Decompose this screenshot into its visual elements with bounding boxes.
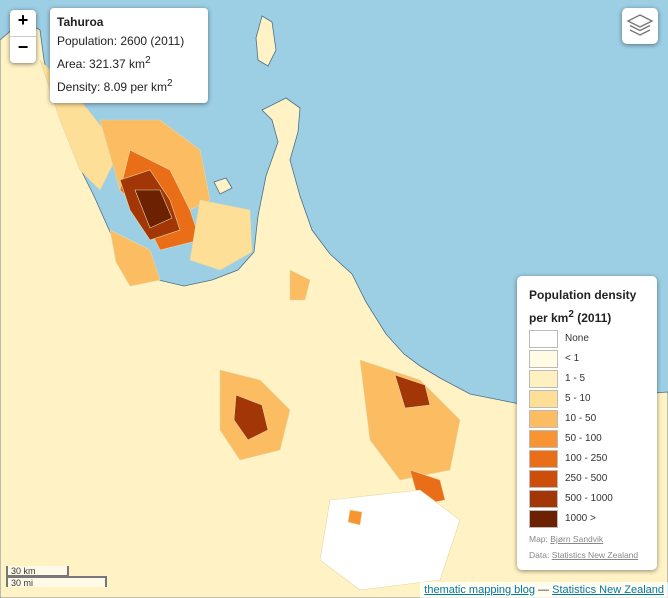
data-credit-link[interactable]: Statistics New Zealand [551, 550, 639, 560]
legend-label: 10 - 50 [565, 413, 597, 424]
area-text: Area: 321.37 km2 [57, 51, 201, 74]
legend-swatch [529, 350, 558, 368]
area-superscript: 2 [145, 55, 151, 66]
density-label: Density: 8.09 per km [57, 80, 168, 94]
data-credit: Data: Statistics New Zealand [529, 550, 638, 560]
legend-label: < 1 [565, 353, 580, 364]
legend-title-year: (2011) [573, 311, 612, 325]
legend-title-line1: Population density [529, 288, 637, 302]
legend-swatch [529, 490, 558, 508]
legend-swatch [529, 470, 558, 488]
legend-swatch [529, 510, 558, 528]
attribution-separator: — [534, 584, 553, 596]
stats-nz-link[interactable]: Statistics New Zealand [552, 584, 664, 596]
legend-title-superscript: 2 [568, 309, 574, 320]
legend-label: 250 - 500 [565, 473, 608, 484]
blog-link[interactable]: thematic mapping blog [424, 584, 535, 596]
density-text: Density: 8.09 per km2 [57, 74, 201, 97]
legend: Population density per km2 (2011) None <… [517, 276, 657, 570]
area-label: Area: 321.37 km [57, 57, 146, 71]
map-credit-prefix: Map: [529, 534, 551, 544]
data-credit-prefix: Data: [529, 550, 552, 560]
population-text: Population: 2600 (2011) [57, 34, 185, 48]
zoom-out-button[interactable]: − [10, 36, 36, 63]
info-panel: Tahuroa Population: 2600 (2011) Area: 32… [50, 8, 208, 103]
legend-label: None [565, 333, 589, 344]
legend-swatch [529, 430, 558, 448]
legend-swatch [529, 390, 558, 408]
legend-label: 50 - 100 [565, 433, 602, 444]
legend-label: 1000 > [565, 513, 596, 524]
layers-icon [626, 14, 654, 36]
legend-title: Population density per km2 (2011) [529, 286, 653, 328]
legend-swatch [529, 330, 558, 348]
map-credit: Map: Bjørn Sandvik [529, 534, 603, 544]
legend-swatch [529, 450, 558, 468]
legend-label: 1 - 5 [565, 373, 586, 384]
layers-button[interactable] [622, 8, 658, 44]
legend-label: 500 - 1000 [565, 493, 613, 504]
density-superscript: 2 [167, 78, 173, 89]
legend-label: 5 - 10 [565, 393, 591, 404]
legend-swatch [529, 410, 558, 428]
region-name: Tahuroa [57, 15, 104, 29]
scale-bar: 30 km 30 mi [6, 566, 107, 588]
scale-mi: 30 mi [6, 576, 107, 588]
attribution: thematic mapping blog — Statistics New Z… [420, 582, 668, 598]
legend-swatch [529, 370, 558, 388]
legend-label: 100 - 250 [565, 453, 608, 464]
zoom-in-button[interactable]: + [17, 10, 29, 30]
legend-title-line2: per km [529, 311, 569, 325]
zoom-control: + − [10, 10, 36, 63]
map-credit-link[interactable]: Bjørn Sandvik [550, 534, 604, 544]
